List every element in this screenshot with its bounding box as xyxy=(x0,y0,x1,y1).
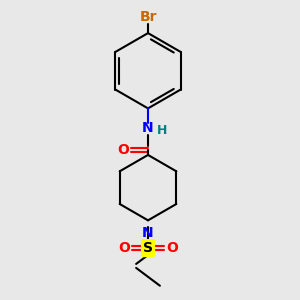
Text: N: N xyxy=(142,121,154,135)
Text: Br: Br xyxy=(139,10,157,24)
Text: O: O xyxy=(117,143,129,157)
Text: S: S xyxy=(143,241,153,255)
Text: O: O xyxy=(166,241,178,255)
Text: H: H xyxy=(157,124,167,137)
Text: N: N xyxy=(142,226,154,240)
Text: O: O xyxy=(118,241,130,255)
